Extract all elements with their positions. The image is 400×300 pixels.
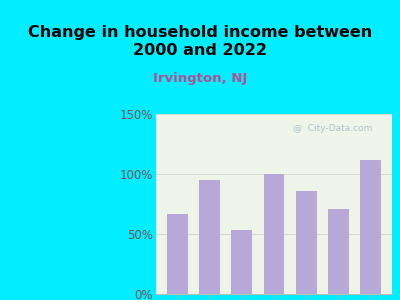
Text: @  City-Data.com: @ City-Data.com — [293, 124, 373, 133]
Bar — [231, 230, 252, 294]
Bar — [167, 214, 188, 294]
Bar — [328, 209, 349, 294]
Text: Change in household income between
2000 and 2022: Change in household income between 2000 … — [28, 26, 372, 58]
Bar — [296, 191, 317, 294]
Bar — [360, 160, 381, 294]
Text: Irvington, NJ: Irvington, NJ — [153, 72, 247, 85]
Bar — [199, 180, 220, 294]
Bar — [264, 174, 284, 294]
